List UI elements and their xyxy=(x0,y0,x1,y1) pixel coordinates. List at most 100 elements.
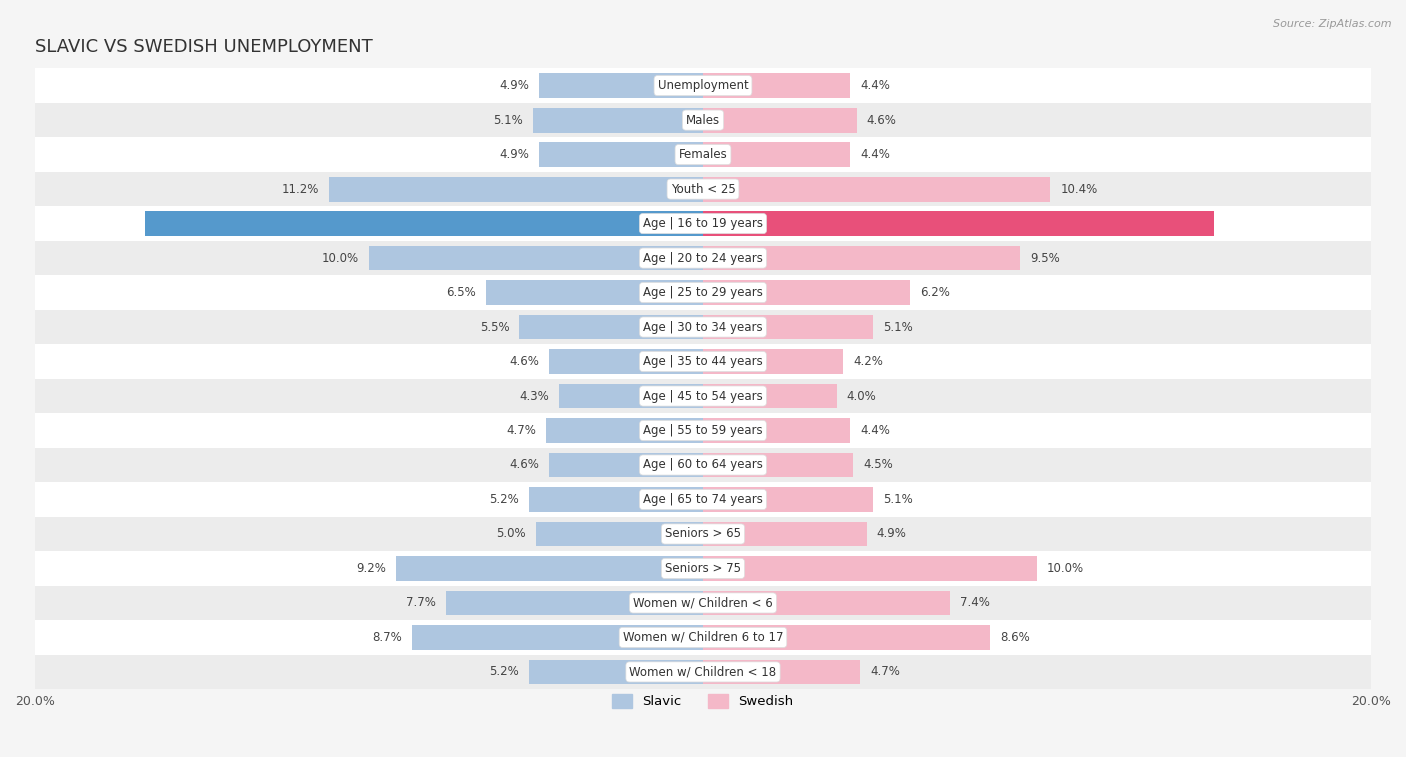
Bar xyxy=(560,384,703,409)
Text: Age | 20 to 24 years: Age | 20 to 24 years xyxy=(643,251,763,264)
Bar xyxy=(550,453,703,478)
Bar xyxy=(35,378,1371,413)
Bar xyxy=(519,315,703,339)
Text: Age | 35 to 44 years: Age | 35 to 44 years xyxy=(643,355,763,368)
Bar xyxy=(703,280,910,305)
Text: 4.2%: 4.2% xyxy=(853,355,883,368)
Bar xyxy=(35,655,1371,689)
Text: 11.2%: 11.2% xyxy=(281,182,319,195)
Text: Age | 55 to 59 years: Age | 55 to 59 years xyxy=(643,424,763,437)
Text: 5.2%: 5.2% xyxy=(489,493,519,506)
Text: 4.3%: 4.3% xyxy=(520,390,550,403)
Text: 6.5%: 6.5% xyxy=(446,286,475,299)
Text: 8.7%: 8.7% xyxy=(373,631,402,644)
Text: 4.9%: 4.9% xyxy=(499,79,529,92)
Text: 4.0%: 4.0% xyxy=(846,390,876,403)
Text: 15.3%: 15.3% xyxy=(1320,217,1361,230)
Bar xyxy=(703,142,851,167)
Text: Seniors > 75: Seniors > 75 xyxy=(665,562,741,575)
Text: 7.7%: 7.7% xyxy=(406,597,436,609)
Bar xyxy=(703,107,856,132)
Text: 4.5%: 4.5% xyxy=(863,459,893,472)
Bar xyxy=(35,276,1371,310)
Bar xyxy=(546,418,703,443)
Text: 4.9%: 4.9% xyxy=(877,528,907,540)
Bar xyxy=(703,453,853,478)
Text: 5.1%: 5.1% xyxy=(883,320,912,334)
Bar xyxy=(329,176,703,201)
Bar xyxy=(703,349,844,374)
Bar xyxy=(412,625,703,650)
Text: Females: Females xyxy=(679,148,727,161)
Text: 5.2%: 5.2% xyxy=(489,665,519,678)
Text: Unemployment: Unemployment xyxy=(658,79,748,92)
Legend: Slavic, Swedish: Slavic, Swedish xyxy=(607,689,799,714)
Text: 5.0%: 5.0% xyxy=(496,528,526,540)
Bar xyxy=(550,349,703,374)
Text: 5.5%: 5.5% xyxy=(479,320,509,334)
Bar xyxy=(35,620,1371,655)
Text: 9.5%: 9.5% xyxy=(1031,251,1060,264)
Text: 5.1%: 5.1% xyxy=(494,114,523,126)
Bar xyxy=(529,659,703,684)
Text: 10.0%: 10.0% xyxy=(1047,562,1084,575)
Bar xyxy=(703,590,950,615)
Bar xyxy=(703,418,851,443)
Bar xyxy=(703,522,866,547)
Text: 4.4%: 4.4% xyxy=(860,424,890,437)
Text: Women w/ Children < 6: Women w/ Children < 6 xyxy=(633,597,773,609)
Text: 16.7%: 16.7% xyxy=(45,217,86,230)
Bar xyxy=(368,246,703,270)
Bar xyxy=(536,522,703,547)
Text: 5.1%: 5.1% xyxy=(883,493,912,506)
Text: Age | 60 to 64 years: Age | 60 to 64 years xyxy=(643,459,763,472)
Bar xyxy=(540,73,703,98)
Bar xyxy=(703,73,851,98)
Bar xyxy=(35,551,1371,586)
Bar xyxy=(529,487,703,512)
Bar xyxy=(35,413,1371,447)
Bar xyxy=(486,280,703,305)
Bar xyxy=(703,211,1213,236)
Bar xyxy=(35,172,1371,207)
Bar xyxy=(703,625,990,650)
Bar xyxy=(703,176,1050,201)
Bar xyxy=(35,344,1371,378)
Text: 10.0%: 10.0% xyxy=(322,251,359,264)
Text: 4.7%: 4.7% xyxy=(506,424,536,437)
Text: 4.7%: 4.7% xyxy=(870,665,900,678)
Text: Seniors > 65: Seniors > 65 xyxy=(665,528,741,540)
Bar xyxy=(145,211,703,236)
Bar xyxy=(703,487,873,512)
Text: 9.2%: 9.2% xyxy=(356,562,385,575)
Bar xyxy=(446,590,703,615)
Bar xyxy=(35,482,1371,517)
Bar xyxy=(703,384,837,409)
Text: SLAVIC VS SWEDISH UNEMPLOYMENT: SLAVIC VS SWEDISH UNEMPLOYMENT xyxy=(35,38,373,56)
Bar xyxy=(395,556,703,581)
Text: 6.2%: 6.2% xyxy=(920,286,950,299)
Text: Age | 16 to 19 years: Age | 16 to 19 years xyxy=(643,217,763,230)
Bar xyxy=(35,310,1371,344)
Bar xyxy=(703,315,873,339)
Text: 10.4%: 10.4% xyxy=(1060,182,1098,195)
Bar xyxy=(533,107,703,132)
Bar xyxy=(35,586,1371,620)
Text: Age | 65 to 74 years: Age | 65 to 74 years xyxy=(643,493,763,506)
Bar xyxy=(703,246,1021,270)
Text: 4.9%: 4.9% xyxy=(499,148,529,161)
Text: Youth < 25: Youth < 25 xyxy=(671,182,735,195)
Bar xyxy=(35,517,1371,551)
Text: 4.6%: 4.6% xyxy=(866,114,897,126)
Text: Age | 25 to 29 years: Age | 25 to 29 years xyxy=(643,286,763,299)
Text: Males: Males xyxy=(686,114,720,126)
Bar xyxy=(35,447,1371,482)
Bar xyxy=(35,207,1371,241)
Bar xyxy=(35,68,1371,103)
Text: 4.4%: 4.4% xyxy=(860,148,890,161)
Bar xyxy=(35,137,1371,172)
Text: Age | 30 to 34 years: Age | 30 to 34 years xyxy=(643,320,763,334)
Text: 8.6%: 8.6% xyxy=(1000,631,1031,644)
Text: Source: ZipAtlas.com: Source: ZipAtlas.com xyxy=(1274,19,1392,29)
Bar xyxy=(703,659,860,684)
